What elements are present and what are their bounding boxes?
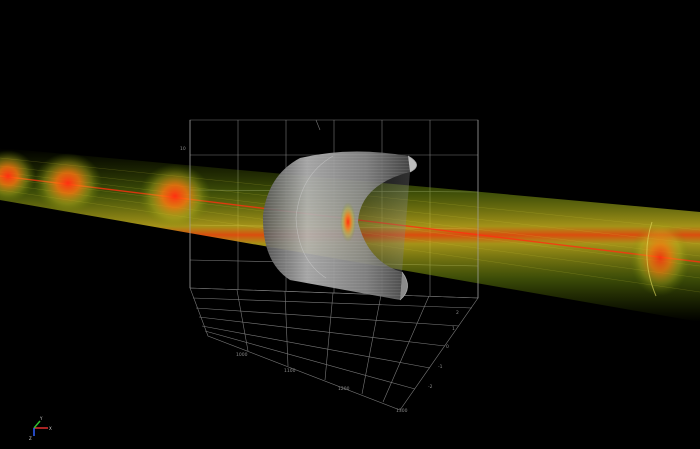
tick-y-2: 2	[456, 310, 459, 316]
tick-y-minus2: -2	[428, 384, 433, 390]
tick-y-0: 0	[446, 344, 449, 350]
focal-spots	[0, 150, 690, 297]
tick-x-1300: 1300	[396, 408, 408, 414]
tick-x-1000: 1000	[236, 352, 248, 358]
tick-z-top: 10	[180, 146, 186, 152]
tick-x-1200: 1200	[338, 386, 350, 392]
x-axis-label: X	[49, 426, 52, 431]
y-axis-arrow	[33, 420, 41, 429]
bounding-box-front	[189, 120, 479, 298]
cylinder-lens	[262, 151, 417, 301]
y-axis-label: Y	[39, 416, 43, 421]
z-axis-label: Z	[29, 436, 32, 441]
tick-x-1100: 1100	[284, 368, 296, 374]
tick-y-1: 1	[452, 326, 455, 332]
orientation-widget[interactable]: X Y Z	[29, 416, 52, 441]
floor-grid	[189, 287, 479, 411]
tick-y-minus1: -1	[438, 364, 443, 370]
